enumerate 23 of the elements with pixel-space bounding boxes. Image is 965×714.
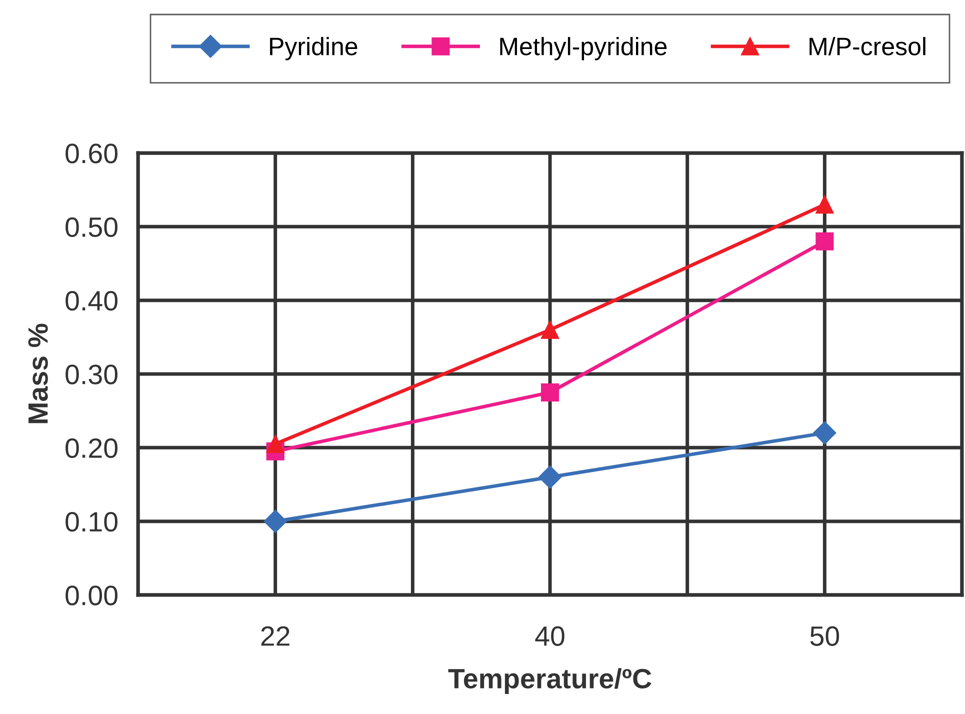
y-tick-label: 0.50	[66, 217, 118, 238]
y-tick-label: 0.10	[66, 512, 118, 532]
y-tick-label: 0.40	[66, 291, 118, 311]
point	[266, 434, 284, 454]
legend-label: M/P-cresol	[810, 37, 926, 56]
point	[264, 510, 287, 533]
point	[540, 383, 560, 402]
y-tick-label: 0.60	[66, 144, 118, 164]
point	[816, 196, 834, 214]
point	[538, 466, 562, 489]
legend-label: Pyridine	[270, 37, 358, 60]
x-tick-label: 22	[261, 626, 290, 646]
y-tick-label: 0.20	[66, 438, 118, 458]
x-tick-label: 40	[535, 626, 564, 646]
y-axis-title: Mass %	[28, 324, 48, 424]
point	[540, 320, 560, 339]
x-tick-label: 50	[810, 626, 840, 646]
y-tick-label: 0.30	[66, 364, 118, 384]
y-tick-label: 0.00	[66, 586, 118, 606]
x-axis-title: Temperature/ºC	[448, 668, 652, 694]
point	[813, 421, 836, 444]
point	[816, 232, 834, 250]
legend-label: Methyl-pyridine	[500, 37, 667, 60]
